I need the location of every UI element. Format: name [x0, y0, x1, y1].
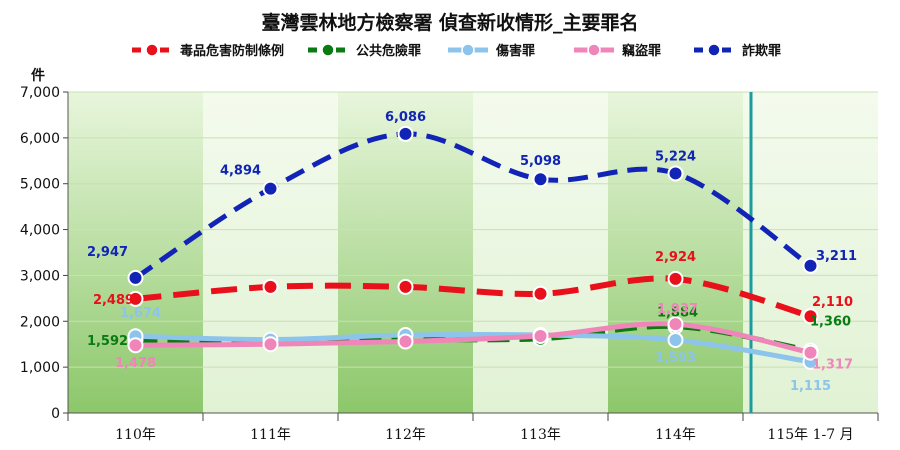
x-tick-label: 115年 1-7 月 — [767, 427, 853, 443]
data-label: 1,115 — [790, 379, 831, 394]
y-tick-label: 3,000 — [20, 268, 60, 284]
y-tick-label: 6,000 — [20, 131, 60, 147]
data-label: 2,947 — [87, 245, 128, 260]
data-point — [802, 344, 819, 361]
data-label: 4,894 — [220, 164, 261, 179]
data-point — [397, 333, 414, 350]
data-label: 1,478 — [115, 356, 156, 371]
y-axis-unit: 件 — [31, 67, 45, 84]
series-line — [135, 321, 812, 356]
data-point — [262, 180, 279, 197]
x-tick-label: 114年 — [655, 427, 696, 443]
data-point — [667, 331, 684, 348]
data-label: 2,110 — [812, 295, 853, 310]
data-labels: 2,489 2,924 2,110 1,592 1,884 1,360 1,674 1,593… — [87, 110, 857, 394]
y-tick-label: 5,000 — [20, 177, 60, 193]
legend-marker — [707, 43, 721, 57]
x-tick-label: 112年 — [385, 427, 426, 443]
data-point — [667, 270, 684, 287]
data-label: 5,098 — [520, 154, 561, 169]
data-label: 2,924 — [655, 250, 696, 265]
category-band — [203, 92, 338, 413]
data-label: 1,592 — [87, 334, 128, 349]
legend-marker — [587, 43, 601, 57]
data-point — [802, 308, 819, 325]
legend: 毒品危害防制條例 公共危險罪 傷害罪 竊盜罪 詐欺罪 — [132, 43, 781, 59]
category-band — [338, 92, 473, 413]
legend-label: 傷害罪 — [495, 43, 535, 59]
data-label: 1,937 — [657, 302, 698, 317]
data-label: 1,317 — [812, 358, 853, 373]
data-point — [802, 257, 819, 274]
series-line — [134, 131, 812, 280]
data-label: 2,489 — [93, 293, 134, 308]
x-tick-label: 113年 — [520, 427, 561, 443]
data-point — [397, 278, 414, 295]
chart-title: 臺灣雲林地方檢察署 偵查新收情形_主要罪名 — [261, 11, 638, 34]
gridlines — [68, 91, 878, 368]
category-band — [608, 92, 743, 413]
legend-marker — [145, 43, 159, 57]
data-point — [127, 290, 144, 307]
data-point — [127, 269, 144, 286]
data-point — [667, 165, 684, 182]
data-label: 6,086 — [385, 110, 426, 125]
data-point — [532, 171, 549, 188]
series-line — [135, 331, 811, 365]
data-label: 1,593 — [655, 351, 696, 366]
legend-marker — [321, 43, 335, 57]
category-band — [473, 92, 608, 413]
x-tick-label: 111年 — [250, 427, 291, 443]
y-tick-label: 7,000 — [20, 85, 60, 101]
legend-marker — [461, 43, 475, 57]
data-point — [532, 285, 549, 302]
data-label: 1,884 — [657, 306, 698, 321]
y-tick-label: 2,000 — [20, 314, 60, 330]
axes: 0 1,000 2,000 3,000 4,000 5,000 6,000 7,000 110年… — [20, 85, 879, 443]
legend-label: 詐欺罪 — [742, 43, 781, 59]
series-line — [135, 275, 812, 320]
y-tick-label: 1,000 — [20, 360, 60, 376]
y-tick-label: 0 — [51, 406, 60, 422]
data-label: 1,360 — [810, 315, 851, 330]
legend-label: 公共危險罪 — [356, 43, 421, 59]
data-label: 5,224 — [655, 149, 696, 164]
data-point — [532, 327, 549, 344]
legend-label: 毒品危害防制條例 — [180, 43, 284, 59]
y-tick-label: 4,000 — [20, 223, 60, 239]
x-tick-label: 110年 — [115, 427, 156, 443]
plot-background — [68, 92, 878, 413]
data-label: 1,674 — [120, 306, 161, 321]
series-layer — [127, 125, 819, 370]
category-band — [68, 92, 203, 413]
data-point — [127, 337, 144, 354]
data-point — [262, 336, 279, 353]
data-point — [667, 316, 684, 333]
data-point — [262, 278, 279, 295]
data-point — [397, 125, 414, 142]
legend-label: 竊盜罪 — [622, 43, 661, 59]
data-label: 3,211 — [816, 249, 857, 264]
